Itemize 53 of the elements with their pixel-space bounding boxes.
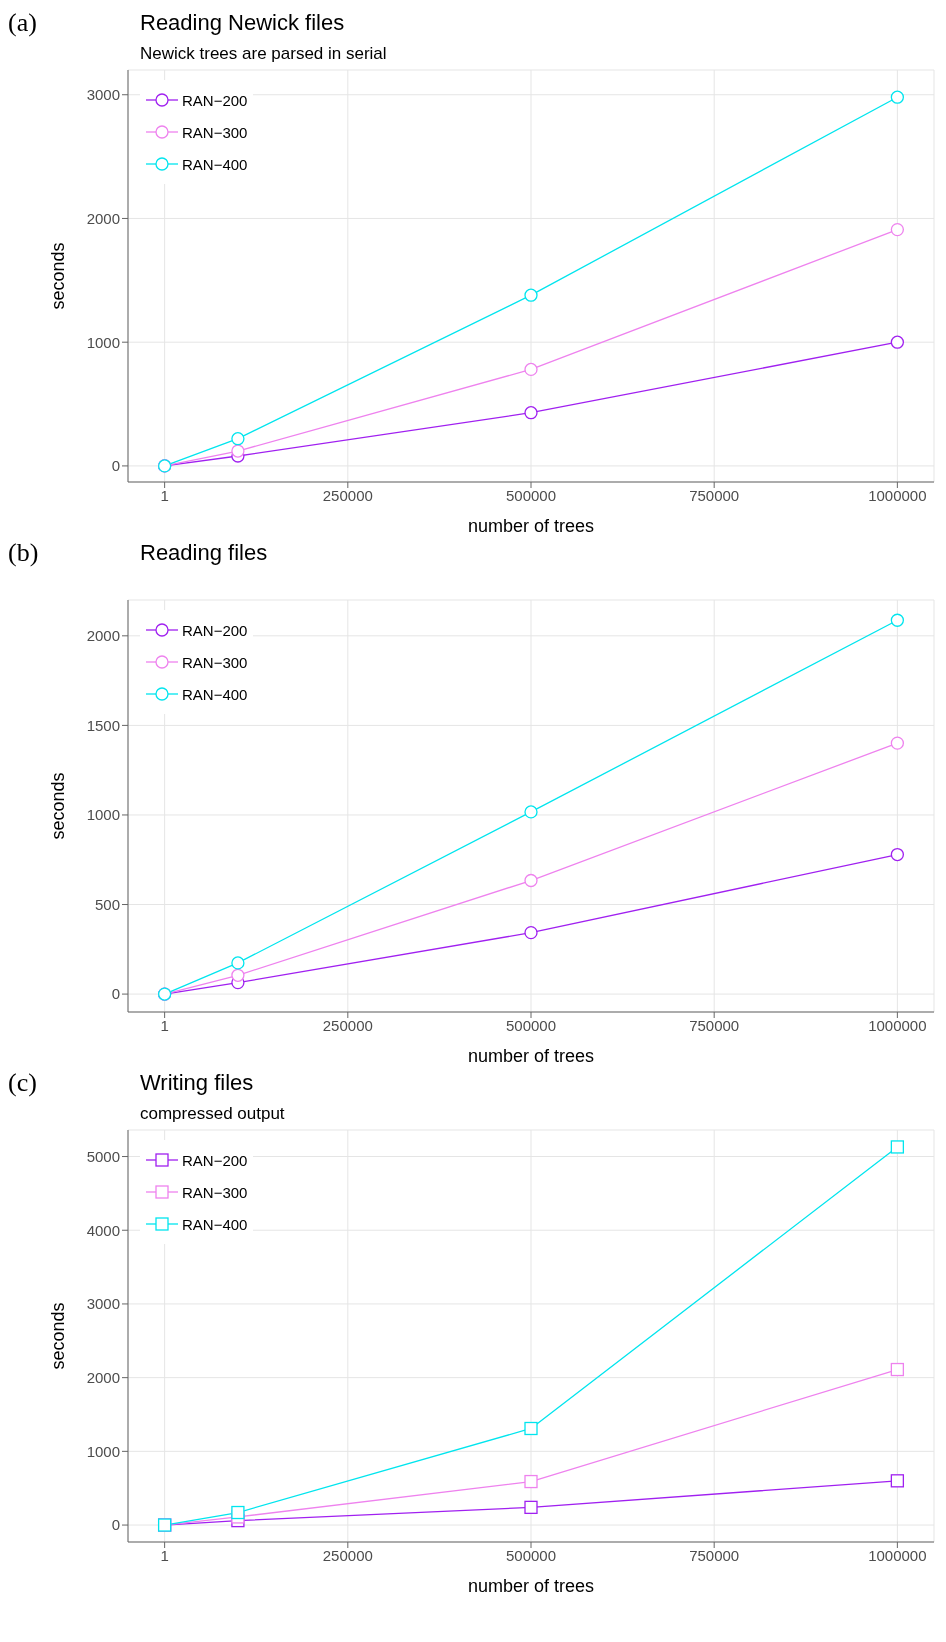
y-tick-label: 1000 <box>86 806 120 824</box>
x-tick-label: 1 <box>160 1546 169 1564</box>
legend-label: RAN−400 <box>182 685 248 703</box>
y-tick-label: 0 <box>111 985 120 1003</box>
legend-label: RAN−400 <box>182 1215 248 1233</box>
y-tick-label: 1000 <box>86 1442 120 1460</box>
y-tick-label: 2000 <box>86 1368 120 1386</box>
y-tick-label: 3000 <box>86 1295 120 1313</box>
legend-label: RAN−300 <box>182 123 248 141</box>
x-tick-label: 250000 <box>322 486 373 504</box>
y-tick-label: 5000 <box>86 1147 120 1165</box>
x-tick-label: 1000000 <box>868 1546 927 1564</box>
x-tick-label: 750000 <box>689 1016 740 1034</box>
chart-title: Writing files <box>140 1070 254 1096</box>
y-tick-label: 4000 <box>86 1221 120 1239</box>
x-axis-title: number of trees <box>467 1046 595 1066</box>
text: (b) <box>8 538 39 568</box>
chart-subtitle: compressed output <box>140 1104 285 1124</box>
y-tick-label: 0 <box>111 1516 120 1534</box>
text: (a) <box>8 8 37 38</box>
y-tick-label: 1000 <box>86 333 120 351</box>
y-tick-label: 0 <box>111 457 120 475</box>
text: (c) <box>8 1068 37 1098</box>
legend-label: RAN−300 <box>182 653 248 671</box>
legend-label: RAN−200 <box>182 621 248 639</box>
y-tick-label: 1500 <box>86 716 120 734</box>
x-tick-label: 250000 <box>322 1546 373 1564</box>
legend-label: RAN−400 <box>182 155 248 173</box>
x-tick-label: 500000 <box>505 1546 557 1564</box>
x-tick-label: 1000000 <box>868 1016 927 1034</box>
x-tick-label: 500000 <box>505 486 557 504</box>
x-tick-label: 500000 <box>505 1016 557 1034</box>
x-tick-label: 1 <box>160 1016 169 1034</box>
legend-label: RAN−300 <box>182 1183 248 1201</box>
chart-title: Reading Newick files <box>140 10 345 36</box>
y-axis-title: seconds <box>48 1302 69 1370</box>
x-tick-label: 750000 <box>689 1546 740 1564</box>
x-tick-label: 1000000 <box>868 486 927 504</box>
y-axis-title: seconds <box>48 772 69 840</box>
y-tick-label: 2000 <box>86 627 120 645</box>
y-axis-title: seconds <box>48 242 69 310</box>
x-axis-title: number of trees <box>467 516 595 536</box>
x-tick-label: 1 <box>160 486 169 504</box>
y-tick-label: 500 <box>94 895 120 913</box>
x-tick-label: 750000 <box>689 486 740 504</box>
y-tick-label: 3000 <box>86 86 120 104</box>
chart-title: Reading files <box>140 540 268 566</box>
x-tick-label: 250000 <box>322 1016 373 1034</box>
y-tick-label: 2000 <box>86 209 120 227</box>
x-axis-title: number of trees <box>467 1576 595 1596</box>
legend-label: RAN−200 <box>182 1151 248 1169</box>
chart-subtitle: Newick trees are parsed in serial <box>140 44 387 64</box>
legend-label: RAN−200 <box>182 91 248 109</box>
